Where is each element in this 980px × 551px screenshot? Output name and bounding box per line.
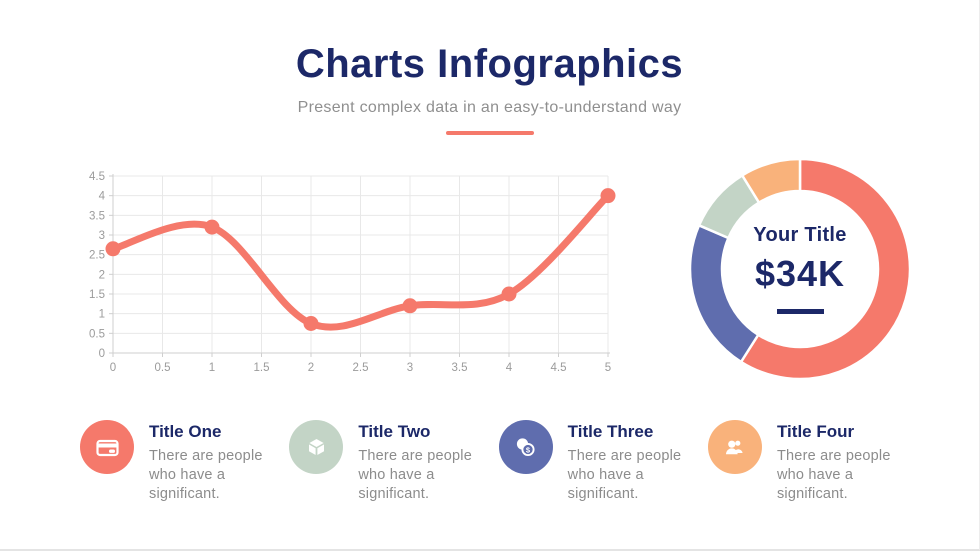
svg-text:4: 4: [99, 191, 106, 203]
svg-text:1: 1: [209, 362, 215, 374]
donut-chart: Your Title $34K: [683, 152, 917, 386]
svg-text:3.5: 3.5: [452, 362, 468, 374]
feature-description: There are people who have a significant.: [149, 448, 263, 503]
coins-icon: $: [498, 420, 553, 474]
cube-icon: [289, 420, 344, 474]
line-chart-svg: 0 0.5 1 1.5 2 2.5 3 3.5 4 4.5 5 0 0.5 1 1.5 2 2.5 3 3.5 4 4.…: [89, 171, 616, 374]
svg-text:4.5: 4.5: [89, 171, 105, 183]
svg-text:$: $: [526, 445, 531, 454]
svg-text:3: 3: [99, 230, 105, 242]
credit-card-icon: [80, 420, 134, 474]
feature-title: Title One: [149, 422, 222, 441]
svg-text:4: 4: [506, 362, 513, 374]
page-subtitle: Present complex data in an easy-to-under…: [297, 99, 682, 116]
svg-text:0: 0: [110, 362, 116, 374]
feature-description: There are people who have a significant.: [358, 448, 472, 503]
svg-text:3.5: 3.5: [89, 210, 105, 222]
feature-description: There are people who have a significant.: [567, 448, 682, 503]
feature-description: There are people who have a significant.: [776, 448, 891, 503]
feature-title: Title Three: [567, 422, 654, 441]
people-icon: [707, 420, 762, 474]
page-title: Charts Infographics: [295, 42, 684, 86]
feature-item-three: $ Title Three There are people who have …: [498, 420, 699, 504]
svg-text:0: 0: [99, 348, 105, 360]
feature-title: Title Four: [776, 422, 855, 441]
svg-text:2.5: 2.5: [353, 362, 369, 374]
svg-text:2.5: 2.5: [89, 250, 105, 262]
svg-text:1.5: 1.5: [89, 289, 105, 301]
svg-text:2: 2: [99, 269, 105, 281]
svg-text:1.5: 1.5: [254, 362, 270, 374]
svg-text:3: 3: [407, 362, 413, 374]
feature-list: Title One There are people who have a si…: [80, 420, 908, 504]
feature-item-one: Title One There are people who have a si…: [80, 420, 280, 504]
line-chart: 0 0.5 1 1.5 2 2.5 3 3.5 4 4.5 5 0 0.5 1 1.5 2 2.5 3 3.5 4 4.…: [75, 163, 655, 388]
header: Charts Infographics Present complex data…: [0, 42, 979, 135]
feature-title: Title Two: [358, 422, 431, 441]
feature-item-two: Title Two There are people who have a si…: [289, 420, 489, 504]
donut-chart-svg: [688, 157, 912, 381]
feature-item-four: Title Four There are people who have a s…: [707, 420, 908, 504]
accent-divider: [445, 131, 534, 135]
svg-text:2: 2: [308, 362, 314, 374]
svg-text:5: 5: [605, 362, 611, 374]
svg-text:0.5: 0.5: [155, 362, 171, 374]
svg-text:4.5: 4.5: [551, 362, 567, 374]
svg-text:1: 1: [99, 309, 105, 321]
svg-text:0.5: 0.5: [89, 328, 105, 340]
